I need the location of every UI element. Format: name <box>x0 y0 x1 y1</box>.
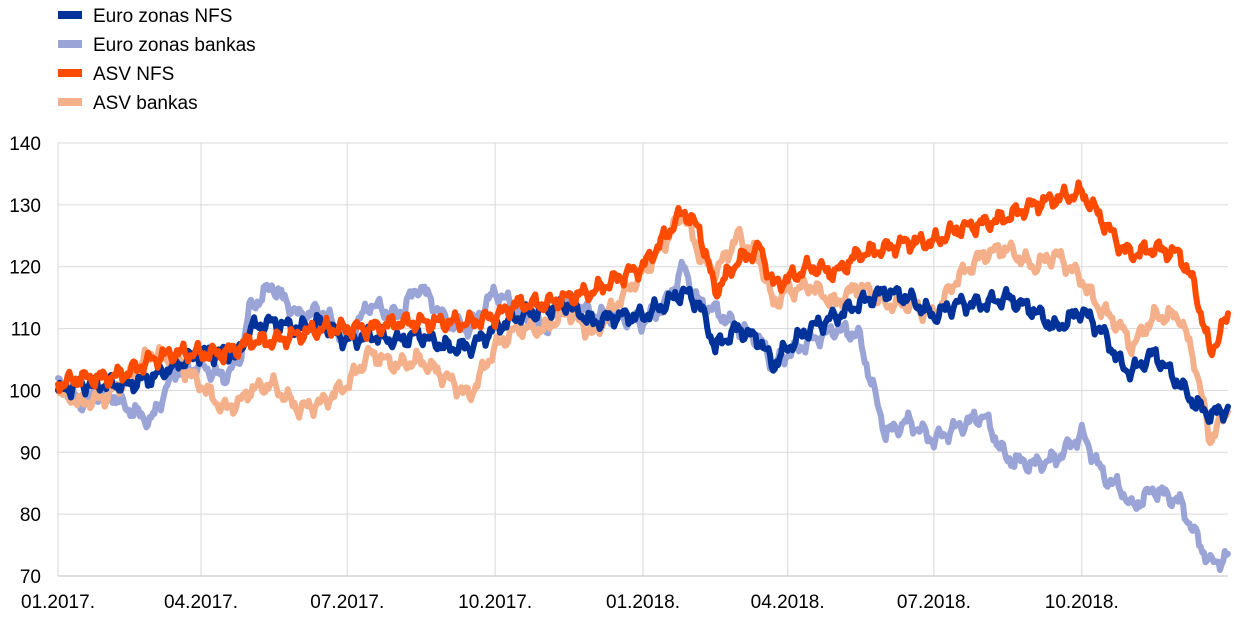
y-tick-label-7: 140 <box>9 134 41 155</box>
series-line-2 <box>55 179 1231 394</box>
series-line-0 <box>55 285 1231 425</box>
x-tick-label-7: 10.2018. <box>1045 592 1119 613</box>
legend-label-1: Euro zonas bankas <box>93 35 256 56</box>
x-tick-label-4: 01.2018. <box>606 592 680 613</box>
x-tick-label-1: 04.2017. <box>164 592 238 613</box>
series-line-1 <box>55 258 1231 573</box>
y-tick-label-3: 100 <box>9 381 41 402</box>
x-tick-label-6: 07.2018. <box>897 592 971 613</box>
legend-swatch-1 <box>58 40 82 48</box>
x-tick-label-0: 01.2017. <box>21 592 95 613</box>
legend-swatch-3 <box>58 98 82 106</box>
y-tick-label-1: 80 <box>20 505 41 526</box>
legend-label-3: ASV bankas <box>93 93 198 114</box>
y-tick-label-0: 70 <box>20 567 41 588</box>
legend-swatch-0 <box>58 11 82 19</box>
series-lines <box>55 179 1231 573</box>
legend-label-2: ASV NFS <box>93 64 174 85</box>
y-tick-label-2: 90 <box>20 443 41 464</box>
y-tick-label-4: 110 <box>11 320 41 341</box>
x-tick-label-2: 07.2017. <box>310 592 384 613</box>
y-axis-ticks: 70 80 90 100 110 120 130 140 <box>9 134 41 588</box>
legend: Euro zonas NFS Euro zonas bankas ASV NFS AS… <box>58 6 256 114</box>
y-tick-label-5: 120 <box>9 258 41 279</box>
x-tick-label-3: 10.2017. <box>458 592 532 613</box>
x-tick-label-5: 04.2018. <box>751 592 825 613</box>
x-axis-ticks: 01.2017. 04.2017. 07.2017. 10.2017. 01.2018.… <box>21 592 1119 613</box>
legend-label-0: Euro zonas NFS <box>93 6 232 27</box>
y-tick-label-6: 130 <box>9 196 41 217</box>
legend-swatch-2 <box>58 69 82 77</box>
